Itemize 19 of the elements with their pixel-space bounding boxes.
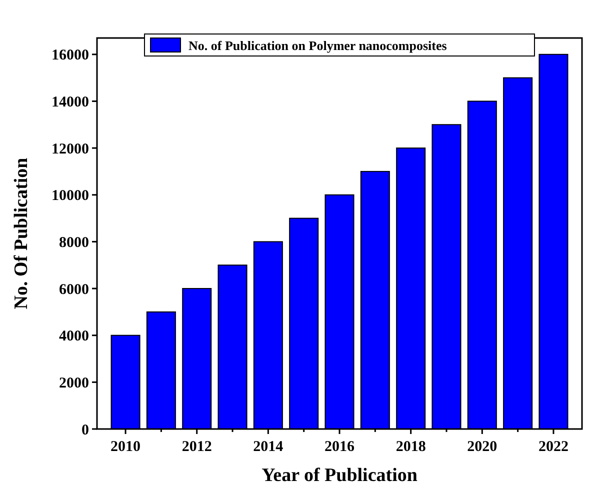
y-tick-label: 0 [82, 422, 89, 438]
y-tick-label: 12000 [52, 141, 89, 158]
y-tick-label: 8000 [59, 234, 89, 251]
y-axis-title: No. Of Publication [11, 157, 32, 310]
x-tick-label: 2016 [324, 439, 355, 455]
y-tick-label: 4000 [59, 328, 89, 345]
y-tick-label: 14000 [52, 94, 89, 110]
legend-label: No. of Publication on Polymer nanocomposites [188, 38, 447, 53]
x-tick-label: 2020 [467, 439, 498, 455]
x-tick-label: 2022 [538, 439, 568, 455]
y-tick-label: 2000 [59, 375, 89, 392]
x-tick-label: 2010 [110, 439, 141, 455]
x-axis-title: Year of Publication [262, 465, 418, 486]
y-tick-label: 6000 [59, 282, 89, 298]
x-tick-label: 2014 [253, 439, 284, 455]
y-tick-label: 16000 [52, 48, 89, 64]
x-tick-label: 2012 [182, 439, 212, 455]
y-tick-label: 10000 [52, 188, 89, 204]
x-tick-label: 2018 [396, 439, 426, 455]
